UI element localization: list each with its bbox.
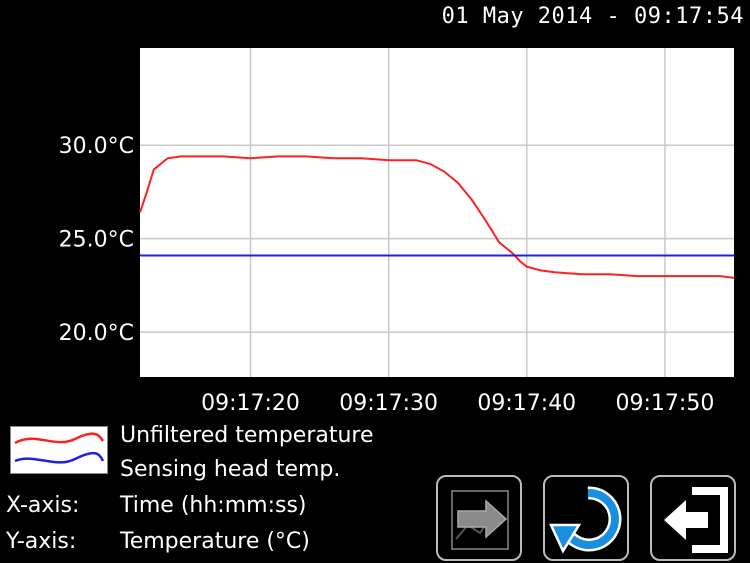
legend-label-sensing: Sensing head temp. — [120, 457, 341, 482]
y-axis-description: Temperature (°C) — [120, 529, 310, 554]
y-tick-label-0: 20.0°C — [59, 321, 134, 346]
x-tick-label-3: 09:17:50 — [616, 391, 715, 416]
legend-line-sensing — [14, 451, 105, 464]
series-line-0 — [139, 155, 735, 279]
x-axis-caption: X-axis: — [6, 493, 80, 518]
export-chart-button[interactable] — [436, 475, 522, 561]
legend-swatch — [10, 426, 108, 474]
refresh-button[interactable] — [543, 475, 629, 561]
y-tick-label-1: 25.0°C — [59, 228, 134, 253]
x-tick-label-0: 09:17:20 — [201, 391, 300, 416]
plot-area — [140, 48, 734, 377]
exit-icon — [664, 487, 728, 553]
chart-export-icon — [451, 490, 509, 550]
datetime-display: 01 May 2014 - 09:17:54 — [441, 4, 744, 29]
temperature-chart: 20.0°C 25.0°C 30.0°C 09:17:20 09:17:30 09:17:… — [59, 48, 735, 416]
y-axis-caption: Y-axis: — [6, 529, 77, 554]
y-tick-label-2: 30.0°C — [59, 134, 134, 159]
x-tick-label-2: 09:17:40 — [477, 391, 576, 416]
exit-button[interactable] — [650, 475, 736, 561]
x-axis-description: Time (hh:mm:ss) — [120, 493, 307, 518]
legend-label-unfiltered: Unfiltered temperature — [120, 423, 374, 448]
refresh-icon — [549, 486, 622, 554]
legend-line-unfiltered — [14, 432, 105, 445]
x-tick-label-1: 09:17:30 — [339, 391, 438, 416]
